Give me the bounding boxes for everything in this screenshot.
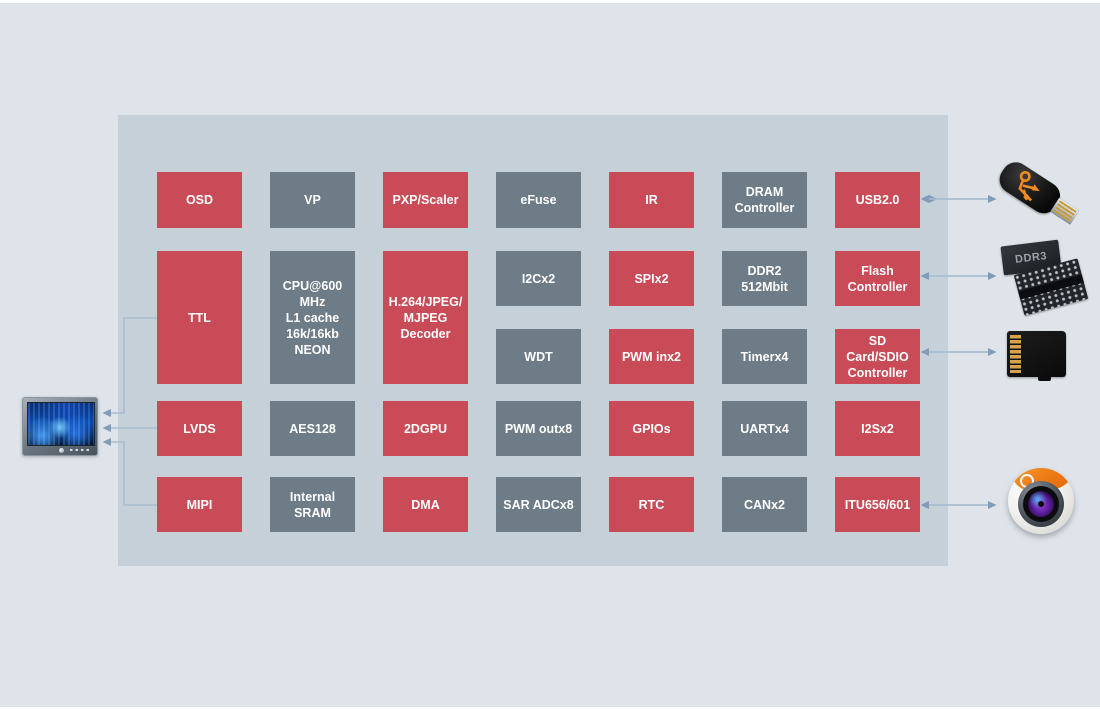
camera-icon — [1008, 468, 1074, 534]
block-ir: IR — [609, 172, 694, 228]
microsd-contacts — [1010, 335, 1021, 373]
block-osd: OSD — [157, 172, 242, 228]
camera-body — [1008, 468, 1074, 534]
block-rtc: RTC — [609, 477, 694, 532]
block-pwm-out: PWM outx8 — [496, 401, 581, 456]
block-pxp-scaler: PXP/Scaler — [383, 172, 468, 228]
block-efuse: eFuse — [496, 172, 581, 228]
block-usb2: USB2.0 — [835, 172, 920, 228]
block-spi: SPIx2 — [609, 251, 694, 306]
block-h264-decoder: H.264/JPEG/ MJPEG Decoder — [383, 251, 468, 384]
monitor-power-button — [59, 447, 64, 453]
block-cpu: CPU@600 MHz L1 cache 16k/16kb NEON — [270, 251, 355, 384]
block-mipi: MIPI — [157, 477, 242, 532]
block-itu656: ITU656/601 — [835, 477, 920, 532]
block-internal-sram: Internal SRAM — [270, 477, 355, 532]
ddr3-chip-label: DDR3 — [1014, 249, 1048, 266]
block-sar-adc: SAR ADCx8 — [496, 477, 581, 532]
block-vp: VP — [270, 172, 355, 228]
block-i2c: I2Cx2 — [496, 251, 581, 306]
usb-drive-body — [994, 156, 1066, 219]
usb-trident-logo — [1018, 170, 1040, 202]
block-sd-sdio-controller: SD Card/SDIO Controller — [835, 329, 920, 384]
block-2dgpu: 2DGPU — [383, 401, 468, 456]
block-lvds: LVDS — [157, 401, 242, 456]
monitor-screen — [27, 402, 95, 446]
block-gpios: GPIOs — [609, 401, 694, 456]
block-pwm-in: PWM inx2 — [609, 329, 694, 384]
block-ttl: TTL — [157, 251, 242, 384]
monitor-control-buttons — [70, 448, 92, 451]
block-uart: UARTx4 — [722, 401, 807, 456]
block-i2s: I2Sx2 — [835, 401, 920, 456]
display-monitor-icon — [22, 397, 98, 456]
block-dram-controller: DRAM Controller — [722, 172, 807, 228]
block-ddr2: DDR2 512Mbit — [722, 251, 807, 306]
block-can: CANx2 — [722, 477, 807, 532]
block-aes128: AES128 — [270, 401, 355, 456]
block-timer: Timerx4 — [722, 329, 807, 384]
block-flash-controller: Flash Controller — [835, 251, 920, 306]
camera-lens-center — [1038, 501, 1044, 507]
block-dma: DMA — [383, 477, 468, 532]
usb-flash-drive-icon — [993, 156, 1085, 233]
block-wdt: WDT — [496, 329, 581, 384]
microsd-bottom-tab — [1038, 376, 1051, 381]
microsd-card-icon — [1007, 331, 1066, 381]
